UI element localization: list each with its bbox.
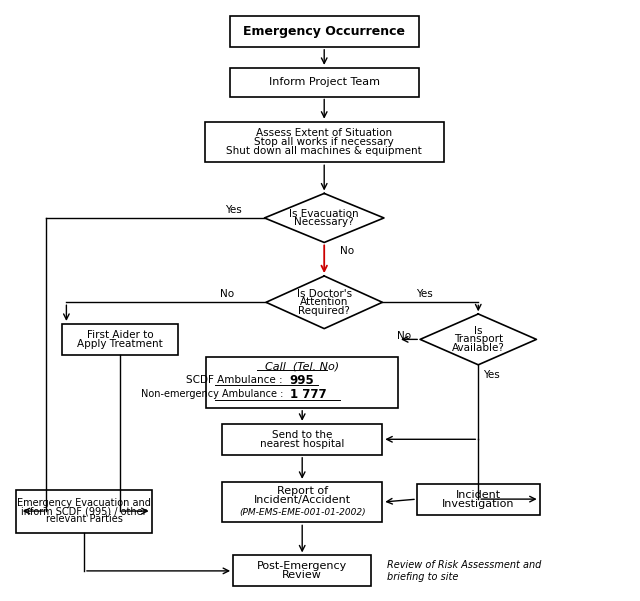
Text: Emergency Evacuation and: Emergency Evacuation and	[17, 498, 151, 508]
Text: No: No	[397, 331, 411, 341]
Text: Is Doctor's: Is Doctor's	[297, 288, 352, 299]
Text: Apply Treatment: Apply Treatment	[77, 339, 163, 349]
FancyBboxPatch shape	[61, 324, 178, 355]
FancyBboxPatch shape	[230, 16, 419, 47]
Text: Post-Emergency: Post-Emergency	[257, 561, 348, 572]
Text: Is: Is	[474, 326, 483, 336]
FancyBboxPatch shape	[417, 484, 540, 514]
Text: Report of: Report of	[276, 486, 328, 496]
Text: Assess Extent of Situation: Assess Extent of Situation	[256, 129, 392, 138]
Text: No: No	[340, 246, 354, 256]
Text: Is Evacuation: Is Evacuation	[289, 209, 359, 219]
Text: nearest hospital: nearest hospital	[260, 439, 344, 448]
Text: SCDF Ambulance :: SCDF Ambulance :	[186, 375, 290, 385]
Text: Call  (Tel. No): Call (Tel. No)	[265, 361, 339, 371]
Text: Emergency Occurrence: Emergency Occurrence	[243, 25, 405, 38]
Text: First Aider to: First Aider to	[86, 330, 153, 340]
Text: Stop all works if necessary: Stop all works if necessary	[254, 137, 394, 147]
Text: Necessary?: Necessary?	[294, 217, 354, 227]
Text: Required?: Required?	[298, 306, 350, 316]
FancyBboxPatch shape	[206, 357, 398, 408]
Text: Attention: Attention	[300, 297, 348, 307]
Text: 995: 995	[290, 374, 314, 386]
Text: Review of Risk Assessment and
briefing to site: Review of Risk Assessment and briefing t…	[387, 560, 541, 582]
Text: Incident: Incident	[456, 490, 501, 499]
FancyBboxPatch shape	[205, 121, 444, 162]
Text: Yes: Yes	[417, 289, 433, 299]
Text: Inform Project Team: Inform Project Team	[269, 77, 380, 87]
Text: Shut down all machines & equipment: Shut down all machines & equipment	[227, 145, 422, 156]
Text: Non-emergency Ambulance :: Non-emergency Ambulance :	[141, 389, 290, 400]
Text: Yes: Yes	[225, 204, 241, 215]
Text: Available?: Available?	[452, 343, 505, 353]
Text: Review: Review	[282, 570, 322, 581]
Text: No: No	[220, 289, 234, 299]
Text: 1 777: 1 777	[290, 388, 326, 401]
Text: relevant Parties: relevant Parties	[45, 514, 122, 524]
FancyBboxPatch shape	[233, 555, 371, 587]
FancyBboxPatch shape	[222, 424, 382, 455]
Text: Incident/Accident: Incident/Accident	[253, 495, 351, 505]
FancyBboxPatch shape	[222, 482, 382, 522]
Text: Investigation: Investigation	[442, 499, 515, 508]
Text: inform SCDF (995) / other: inform SCDF (995) / other	[21, 506, 147, 516]
FancyBboxPatch shape	[17, 490, 152, 532]
Text: Yes: Yes	[483, 370, 499, 380]
Text: Transport: Transport	[454, 334, 503, 344]
Text: Send to the: Send to the	[272, 430, 332, 440]
Text: (PM-EMS-EME-001-01-2002): (PM-EMS-EME-001-01-2002)	[239, 508, 365, 517]
FancyBboxPatch shape	[230, 68, 419, 97]
